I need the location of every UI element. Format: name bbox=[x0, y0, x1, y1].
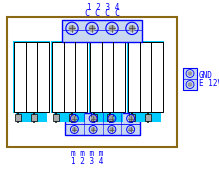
Bar bbox=[130, 113, 161, 122]
Text: 1 2 3 4: 1 2 3 4 bbox=[87, 3, 119, 12]
Circle shape bbox=[188, 83, 192, 86]
Bar bbox=[145, 114, 150, 121]
Circle shape bbox=[109, 26, 115, 31]
Circle shape bbox=[89, 26, 95, 31]
Text: m m m m: m m m m bbox=[71, 149, 104, 157]
Circle shape bbox=[91, 128, 95, 131]
Bar bbox=[128, 42, 163, 112]
Bar bbox=[16, 113, 47, 122]
Circle shape bbox=[110, 117, 114, 120]
Bar bbox=[14, 42, 49, 112]
Circle shape bbox=[69, 26, 75, 31]
Circle shape bbox=[72, 128, 76, 131]
Bar bbox=[129, 114, 135, 121]
Bar bbox=[106, 114, 113, 121]
Bar bbox=[69, 114, 74, 121]
Text: 1 2 3 4: 1 2 3 4 bbox=[71, 157, 104, 166]
Bar bbox=[52, 42, 87, 112]
Bar bbox=[89, 41, 126, 113]
Bar bbox=[15, 114, 21, 121]
Bar bbox=[7, 17, 177, 147]
Bar bbox=[183, 68, 197, 90]
Circle shape bbox=[129, 26, 135, 31]
Circle shape bbox=[72, 117, 76, 120]
Bar bbox=[90, 42, 125, 112]
Bar bbox=[65, 113, 140, 135]
Bar bbox=[54, 113, 85, 122]
Text: E 12V: E 12V bbox=[199, 79, 219, 88]
Bar bbox=[51, 41, 88, 113]
Bar bbox=[127, 41, 164, 113]
Text: GND: GND bbox=[199, 71, 213, 80]
Bar bbox=[62, 20, 142, 42]
Circle shape bbox=[129, 128, 132, 131]
Bar bbox=[30, 114, 37, 121]
Circle shape bbox=[188, 72, 192, 75]
Bar bbox=[92, 113, 123, 122]
Text: C C C C: C C C C bbox=[85, 10, 120, 19]
Bar bbox=[91, 114, 97, 121]
Bar bbox=[13, 41, 50, 113]
Circle shape bbox=[91, 117, 95, 120]
Circle shape bbox=[110, 128, 114, 131]
Circle shape bbox=[129, 117, 132, 120]
Bar bbox=[53, 114, 59, 121]
